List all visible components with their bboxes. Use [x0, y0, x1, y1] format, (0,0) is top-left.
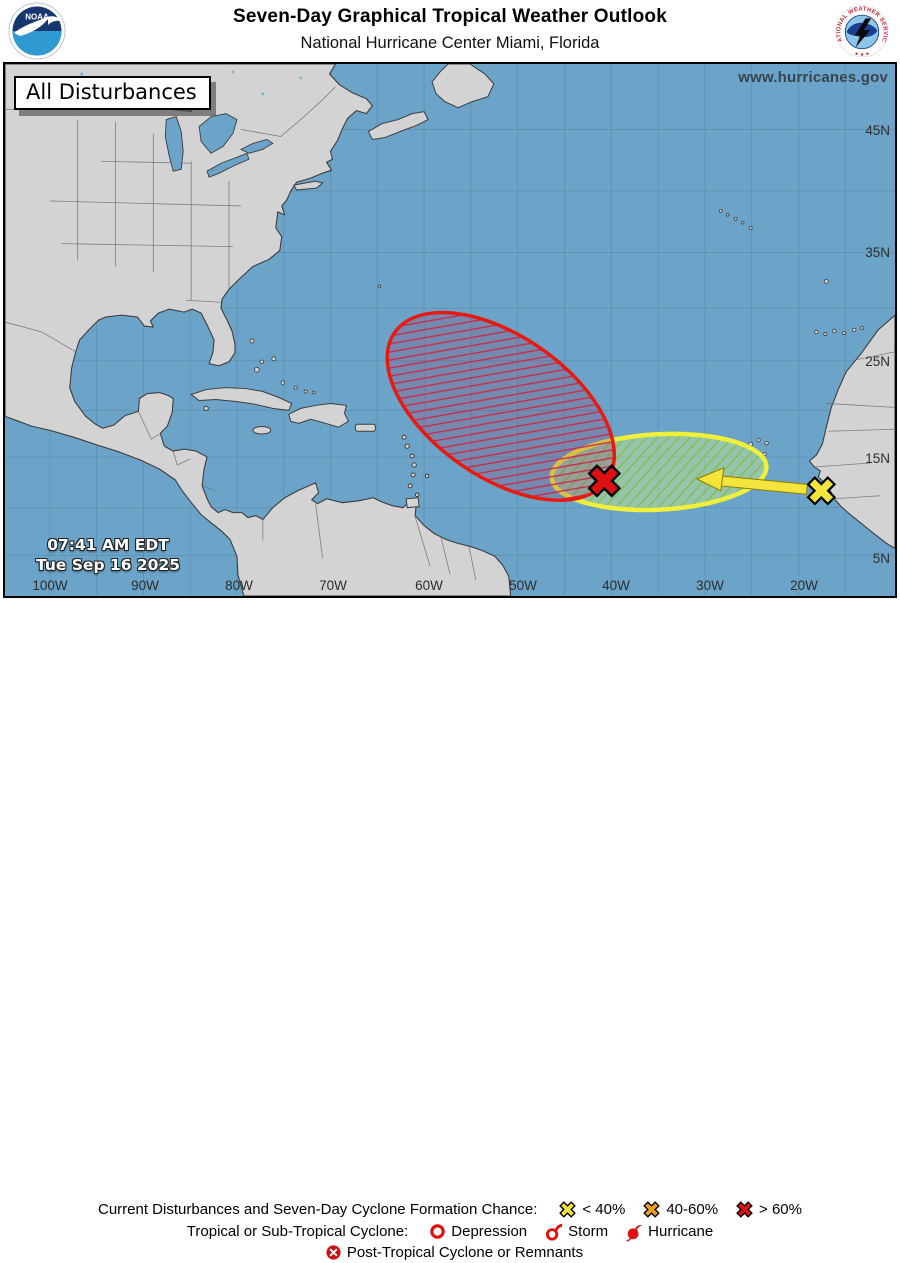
post-tropical-icon: [326, 1245, 341, 1260]
yellow-x-marker[interactable]: [802, 471, 841, 510]
legend-item-medium: 40-60%: [642, 1200, 718, 1219]
motion-arrow: [695, 467, 808, 495]
all-disturbances-label: All Disturbances: [14, 76, 211, 110]
basemap-svg: [5, 64, 895, 596]
legend-depression-label: Depression: [451, 1223, 528, 1240]
lon-label-100w: 100W: [32, 578, 68, 593]
small-lakes: [80, 70, 303, 96]
africa-landmass: [808, 314, 895, 549]
lon-label-60w: 60W: [415, 578, 443, 593]
hurricane-icon: [625, 1224, 643, 1241]
depression-icon: [430, 1224, 446, 1239]
maritime-canada: [292, 64, 495, 191]
nws-lightning-icon: [854, 18, 872, 48]
red-x-marker[interactable]: [582, 458, 627, 503]
legend-row-cyclone-types: Tropical or Sub-Tropical Cyclone: Depres…: [0, 1221, 900, 1242]
issuance-timestamp: 07:41 AM EDT Tue Sep 16 2025: [23, 535, 193, 575]
bahamas-islands: [249, 284, 382, 395]
legend-item-depression: Depression: [429, 1223, 527, 1240]
issuance-time: 07:41 AM EDT: [47, 536, 169, 554]
legend-formation-label: Current Disturbances and Seven-Day Cyclo…: [98, 1201, 538, 1218]
yellow-x-icon: [559, 1201, 577, 1218]
nws-logo[interactable]: NATIONAL WEATHER SERVICE: [833, 2, 891, 60]
madeira-island: [823, 278, 829, 284]
red-x-icon: [736, 1201, 753, 1218]
header: NOAA Seven-Day Graphical Tropical Weathe…: [0, 0, 900, 62]
legend-medium-label: 40-60%: [666, 1201, 719, 1218]
page-title: Seven-Day Graphical Tropical Weather Out…: [233, 6, 667, 27]
lon-label-30w: 30W: [696, 578, 724, 593]
noaa-logo[interactable]: NOAA: [8, 2, 66, 60]
legend-post-tropical-label: Post-Tropical Cyclone or Remnants: [346, 1244, 584, 1261]
noaa-logo-text: NOAA: [25, 13, 49, 22]
legend-hurricane-label: Hurricane: [648, 1223, 714, 1240]
lon-label-40w: 40W: [602, 578, 630, 593]
page-subtitle: National Hurricane Center Miami, Florida: [300, 34, 600, 52]
lon-label-90w: 90W: [131, 578, 159, 593]
legend-item-post-tropical: Post-Tropical Cyclone or Remnants: [325, 1244, 583, 1261]
legend-row-formation-chance: Current Disturbances and Seven-Day Cyclo…: [0, 1199, 900, 1220]
legend-row-post-tropical: Post-Tropical Cyclone or Remnants: [0, 1242, 900, 1263]
outlook-map[interactable]: All Disturbances www.hurricanes.gov 07:4…: [3, 62, 897, 598]
lon-label-50w: 50W: [509, 578, 537, 593]
legend-item-low: < 40%: [558, 1200, 625, 1219]
lon-label-80w: 80W: [225, 578, 253, 593]
legend-item-hurricane: Hurricane: [625, 1222, 713, 1242]
hurricanes-gov-link[interactable]: www.hurricanes.gov: [738, 69, 888, 86]
noaa-bird-icon: [14, 16, 50, 36]
legend-item-high: > 60%: [735, 1200, 802, 1219]
orange-x-icon: [643, 1201, 661, 1218]
lat-label-15n: 15N: [865, 451, 890, 466]
caribbean-islands: [190, 387, 430, 509]
legend: Current Disturbances and Seven-Day Cyclo…: [0, 598, 900, 1261]
legend-cyclone-label: Tropical or Sub-Tropical Cyclone:: [186, 1223, 409, 1240]
lat-label-25n: 25N: [865, 354, 890, 369]
legend-storm-label: Storm: [568, 1223, 609, 1240]
storm-icon: [546, 1223, 563, 1241]
legend-item-storm: Storm: [544, 1222, 608, 1242]
bermuda-island: [377, 284, 382, 289]
legend-high-label: > 60%: [759, 1201, 802, 1218]
lon-label-70w: 70W: [319, 578, 347, 593]
lat-label-5n: 5N: [872, 551, 890, 566]
lat-label-35n: 35N: [865, 245, 890, 260]
lon-label-20w: 20W: [790, 578, 818, 593]
americas-landmass: [5, 64, 512, 596]
legend-low-label: < 40%: [582, 1201, 626, 1218]
africa-boundaries: [814, 351, 895, 500]
issuance-date: Tue Sep 16 2025: [35, 556, 181, 574]
lat-label-45n: 45N: [865, 123, 890, 138]
